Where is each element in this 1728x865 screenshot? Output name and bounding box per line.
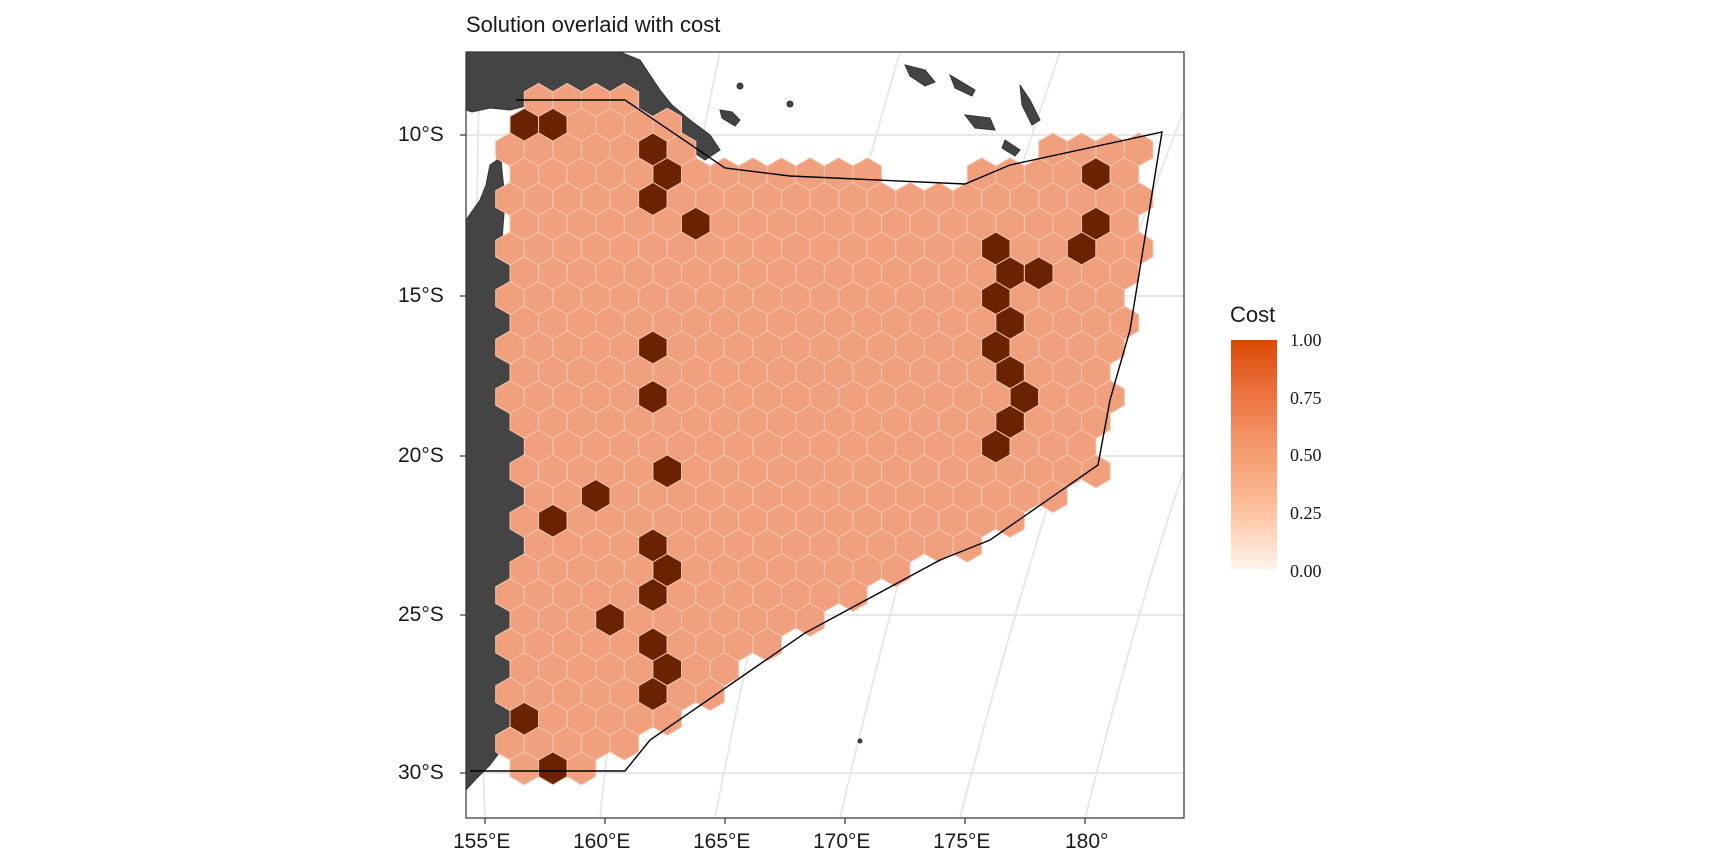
planning-unit: [881, 553, 911, 588]
planning-unit: [995, 503, 1025, 538]
planning-unit: [695, 676, 725, 712]
y-tick-label: 10°S: [398, 123, 444, 146]
legend-tick-label: 0.75: [1290, 388, 1322, 408]
solomon-island-5: [963, 114, 996, 131]
x-tick-label: 165°E: [693, 830, 751, 853]
y-tick-label: 25°S: [398, 603, 444, 626]
planning-unit: [752, 627, 782, 662]
planning-unit: [652, 701, 682, 736]
legend-tick-label: 0.00: [1290, 561, 1322, 581]
x-tick-label: 155°E: [453, 830, 511, 853]
y-tick-label: 15°S: [398, 284, 444, 307]
study-area-boundary: [470, 99, 1163, 772]
x-tick-label: 170°E: [813, 830, 871, 853]
x-tick-label: 180°: [1065, 830, 1109, 853]
legend-title: Cost: [1230, 302, 1276, 327]
legend-tick-label: 0.50: [1290, 445, 1322, 465]
map-title: Solution overlaid with cost: [466, 12, 721, 37]
planning-units: [495, 82, 1154, 786]
solomon-island-3: [904, 64, 936, 87]
legend-colorbar: [1231, 340, 1277, 570]
planning-unit: [1081, 454, 1111, 489]
solomon-island-7: [1001, 139, 1021, 157]
x-tick-label: 160°E: [573, 830, 631, 853]
planning-unit: [609, 726, 640, 761]
legend-tick-label: 1.00: [1290, 330, 1322, 350]
planning-unit: [795, 602, 825, 637]
x-tick-label: 175°E: [933, 830, 991, 853]
axis-ticks: [460, 134, 1086, 824]
y-tick-label: 20°S: [398, 444, 444, 467]
solomon-island-4: [949, 73, 976, 97]
planning-unit: [952, 528, 983, 563]
y-tick-label: 30°S: [398, 761, 444, 784]
solomon-islands: [719, 109, 741, 127]
planning-unit: [566, 751, 597, 786]
solomon-island-6: [1019, 84, 1041, 126]
legend-tick-label: 0.25: [1290, 503, 1322, 523]
panel-border: [465, 51, 1185, 819]
